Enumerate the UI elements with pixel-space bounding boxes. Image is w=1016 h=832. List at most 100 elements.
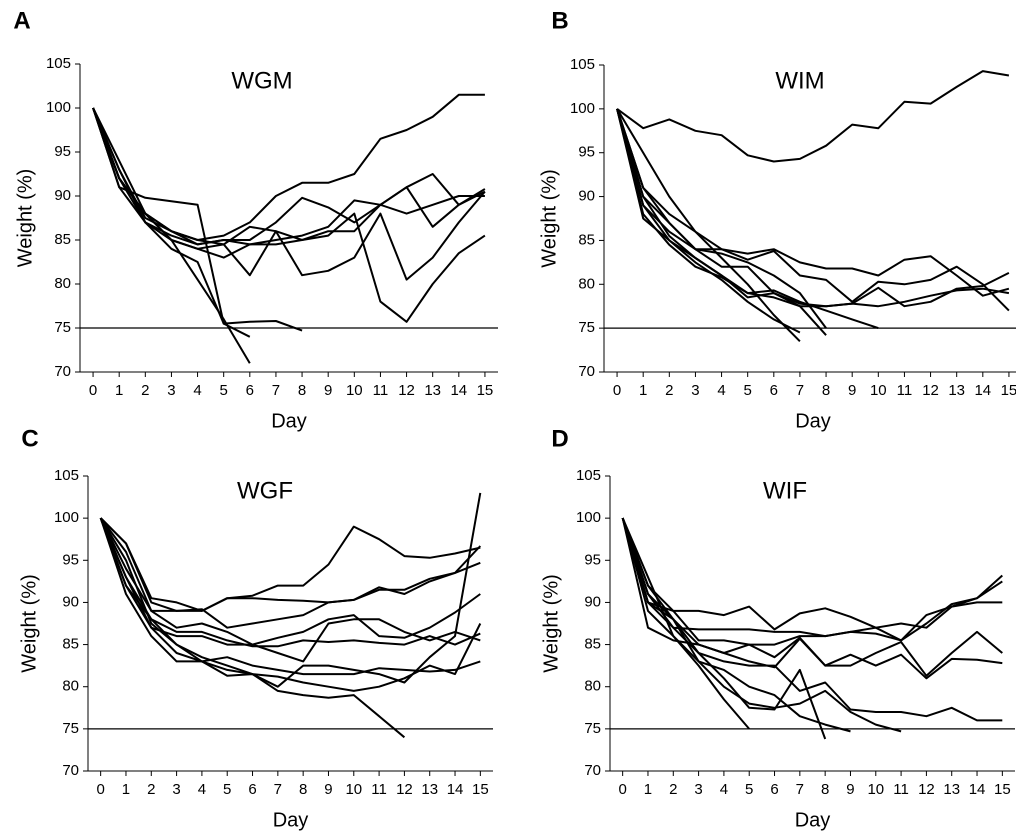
- y-tick-label: 80: [62, 678, 79, 695]
- x-tick-label: 3: [694, 781, 702, 798]
- x-tick-label: 7: [274, 781, 282, 798]
- weight-line: [92, 93, 485, 241]
- weight-line: [99, 517, 481, 646]
- x-tick-label: 8: [822, 382, 830, 399]
- panel-title: WGF: [237, 477, 293, 504]
- x-tick-label: 11: [373, 382, 389, 399]
- weight-line: [99, 517, 482, 612]
- x-tick-label: 7: [796, 382, 804, 399]
- y-tick-label: 80: [578, 275, 595, 292]
- y-tick-label: 90: [584, 593, 601, 610]
- y-tick-label: 70: [54, 363, 71, 380]
- x-tick-label: 3: [167, 382, 175, 399]
- weight-line: [616, 108, 1010, 312]
- weight-line: [92, 107, 486, 281]
- y-axis-title: Weight (%): [538, 169, 560, 268]
- y-tick-label: 85: [54, 231, 71, 248]
- x-tick-label: 0: [89, 382, 97, 399]
- weight-line: [616, 108, 827, 329]
- x-tick-label: 1: [644, 781, 652, 798]
- x-tick-label: 6: [770, 781, 778, 798]
- x-tick-label: 4: [720, 781, 728, 798]
- x-tick-label: 2: [147, 781, 155, 798]
- x-tick-label: 1: [639, 382, 647, 399]
- x-axis-title: Day: [795, 809, 831, 831]
- y-tick-label: 80: [54, 275, 71, 292]
- y-tick-label: 105: [576, 467, 601, 484]
- x-tick-label: 11: [893, 781, 909, 798]
- y-tick-label: 85: [578, 231, 595, 248]
- y-tick-label: 75: [584, 720, 601, 737]
- weight-line: [99, 517, 481, 648]
- x-tick-label: 6: [248, 781, 256, 798]
- weight-line: [621, 517, 827, 740]
- y-tick-label: 70: [578, 363, 595, 380]
- y-tick-label: 90: [578, 188, 595, 205]
- y-tick-label: 70: [584, 762, 601, 779]
- x-axis-title: Day: [795, 410, 831, 432]
- weight-line: [616, 108, 1010, 308]
- weight-line: [99, 517, 481, 676]
- weight-line: [621, 517, 1003, 631]
- x-tick-label: 13: [421, 781, 438, 798]
- y-tick-label: 95: [578, 144, 595, 161]
- weight-line: [99, 517, 481, 629]
- x-tick-label: 0: [613, 382, 621, 399]
- y-axis-title: Weight (%): [14, 169, 36, 268]
- weight-line: [621, 517, 851, 733]
- y-tick-label: 95: [62, 551, 79, 568]
- x-tick-label: 3: [172, 781, 180, 798]
- y-tick-label: 75: [578, 319, 595, 336]
- panel-letter: C: [21, 425, 38, 452]
- x-tick-label: 14: [450, 382, 467, 399]
- x-tick-label: 12: [398, 382, 415, 399]
- x-tick-label: 8: [299, 781, 307, 798]
- x-tick-label: 11: [371, 781, 387, 798]
- x-tick-label: 5: [220, 382, 228, 399]
- y-tick-label: 85: [62, 636, 79, 653]
- y-tick-label: 105: [46, 55, 71, 72]
- weight-line: [92, 107, 486, 246]
- x-tick-label: 4: [717, 382, 725, 399]
- weight-line: [621, 517, 750, 730]
- weight-line: [616, 108, 801, 334]
- y-tick-label: 105: [570, 56, 595, 73]
- x-tick-label: 3: [691, 382, 699, 399]
- x-tick-label: 7: [796, 781, 804, 798]
- weight-line: [99, 492, 482, 688]
- x-tick-label: 12: [922, 382, 939, 399]
- y-tick-label: 90: [54, 187, 71, 204]
- x-axis-title: Day: [271, 410, 307, 432]
- x-tick-label: 14: [974, 382, 991, 399]
- weight-line: [616, 70, 1010, 163]
- x-tick-label: 1: [122, 781, 130, 798]
- y-tick-label: 100: [576, 509, 601, 526]
- x-tick-label: 8: [298, 382, 306, 399]
- x-tick-label: 4: [198, 781, 206, 798]
- panel-letter: B: [551, 7, 568, 34]
- x-tick-label: 2: [669, 781, 677, 798]
- x-tick-label: 8: [821, 781, 829, 798]
- x-tick-label: 1: [115, 382, 123, 399]
- x-tick-label: 2: [141, 382, 149, 399]
- weight-line: [621, 517, 1003, 646]
- x-tick-label: 5: [223, 781, 231, 798]
- x-tick-label: 5: [745, 781, 753, 798]
- weight-line: [99, 517, 481, 663]
- weight-line: [616, 108, 1010, 308]
- x-tick-label: 6: [770, 382, 778, 399]
- x-tick-label: 14: [969, 781, 986, 798]
- panel-letter: A: [13, 7, 30, 34]
- x-tick-label: 9: [848, 382, 856, 399]
- y-tick-label: 100: [570, 100, 595, 117]
- x-tick-label: 10: [870, 382, 887, 399]
- y-tick-label: 75: [54, 319, 71, 336]
- x-tick-label: 13: [424, 382, 441, 399]
- x-tick-label: 4: [193, 382, 201, 399]
- weight-line: [99, 517, 481, 612]
- weight-line: [92, 107, 303, 332]
- x-tick-label: 13: [948, 382, 965, 399]
- y-tick-label: 100: [46, 99, 71, 116]
- weight-line: [92, 107, 486, 250]
